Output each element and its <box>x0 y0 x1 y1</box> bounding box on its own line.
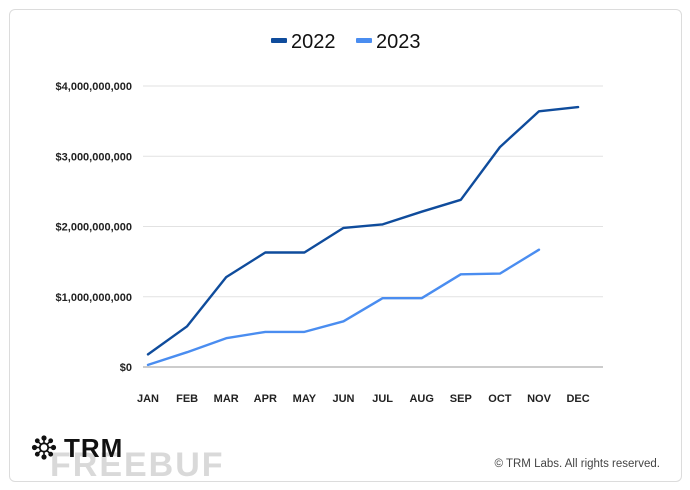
x-tick-label: MAR <box>214 393 239 405</box>
chart-frame <box>9 9 682 482</box>
legend-label: 2022 <box>291 31 336 53</box>
trm-logo-icon <box>31 435 57 460</box>
y-tick-label: $3,000,000,000 <box>56 151 132 163</box>
legend-label: 2023 <box>376 31 421 53</box>
x-tick-label: MAY <box>293 393 317 405</box>
x-tick-label: JAN <box>137 393 159 405</box>
series-line-2022 <box>146 105 580 356</box>
series-line-2023 <box>146 248 541 367</box>
watermark-text: FREEBUF <box>50 446 225 484</box>
series-lines <box>146 105 580 367</box>
x-tick-label: OCT <box>488 393 512 405</box>
y-tick-label: $0 <box>120 362 132 374</box>
copyright-text: © TRM Labs. All rights reserved. <box>495 458 661 470</box>
y-tick-label: $1,000,000,000 <box>56 292 132 304</box>
x-tick-label: FEB <box>176 393 198 405</box>
x-axis-ticks: JAN FEB MAR APR MAY JUN JUL AUG SEP OCT NOV DEC <box>137 393 590 405</box>
grid <box>143 85 603 368</box>
legend-swatch <box>271 38 287 43</box>
x-tick-label: SEP <box>450 393 472 405</box>
legend-swatch <box>356 38 372 43</box>
y-axis-ticks: $0 $1,000,000,000 $2,000,000,000 $3,000,000… <box>56 81 132 374</box>
brand-name: TRM <box>64 433 123 463</box>
y-tick-label: $4,000,000,000 <box>56 81 132 93</box>
x-tick-label: JUL <box>372 393 393 405</box>
x-tick-label: DEC <box>566 393 589 405</box>
x-tick-label: JUN <box>332 393 354 405</box>
legend: 2022 2023 <box>271 31 421 53</box>
x-tick-label: NOV <box>527 393 552 405</box>
y-tick-label: $2,000,000,000 <box>56 222 132 234</box>
x-tick-label: AUG <box>409 393 433 405</box>
x-tick-label: APR <box>254 393 277 405</box>
